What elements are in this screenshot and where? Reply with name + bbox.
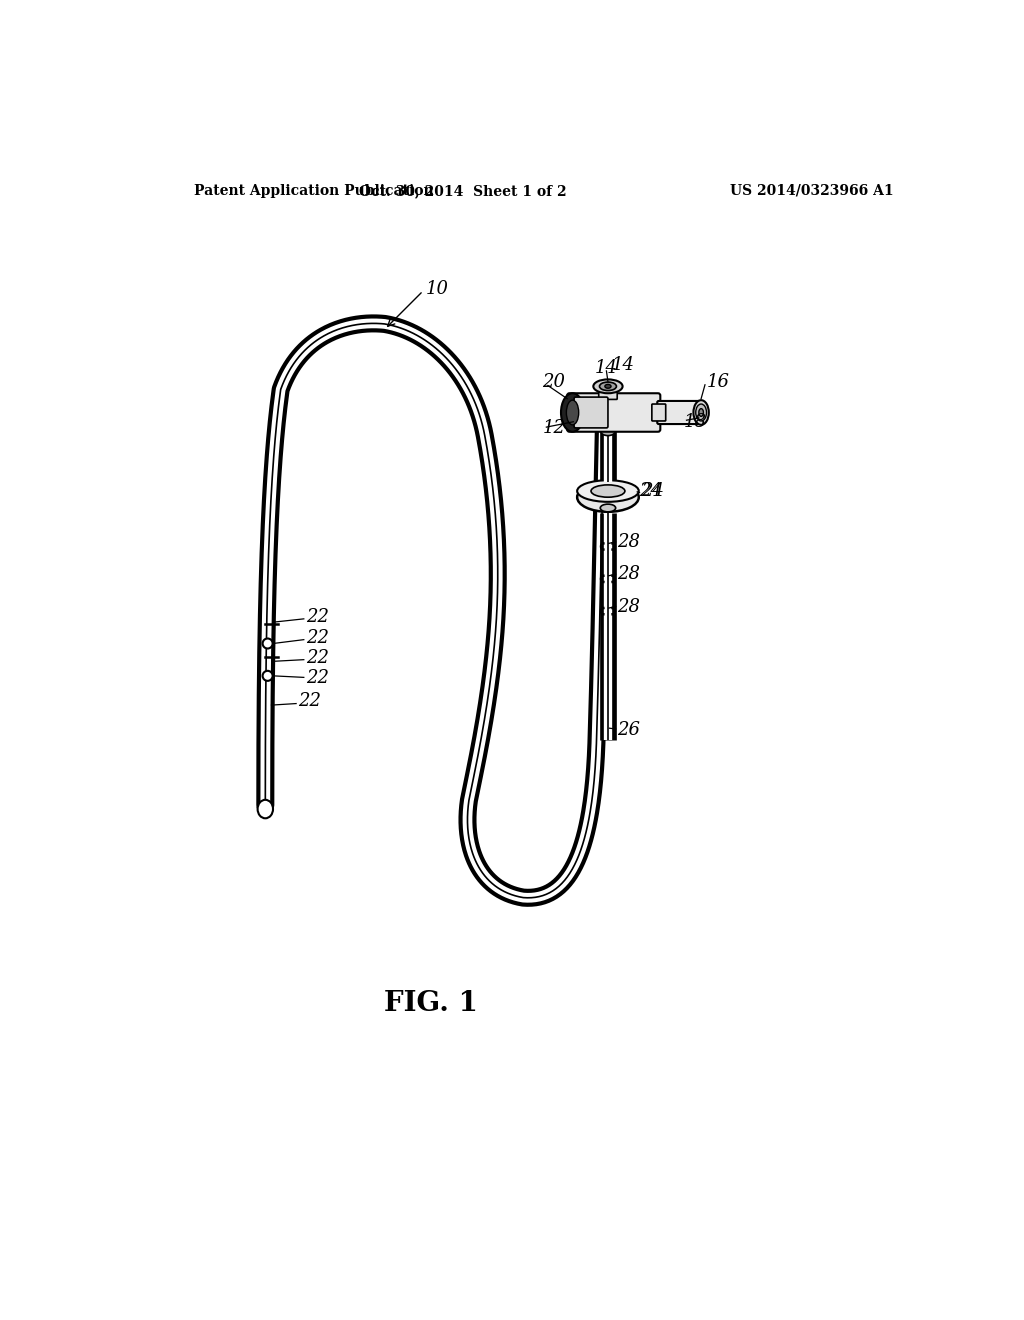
Text: Patent Application Publication: Patent Application Publication bbox=[194, 183, 433, 198]
Text: 18: 18 bbox=[683, 413, 707, 430]
Text: 22: 22 bbox=[306, 609, 329, 626]
Text: US 2014/0323966 A1: US 2014/0323966 A1 bbox=[730, 183, 893, 198]
Ellipse shape bbox=[600, 504, 615, 512]
FancyBboxPatch shape bbox=[652, 404, 666, 421]
Text: 10: 10 bbox=[425, 280, 449, 298]
Ellipse shape bbox=[605, 384, 611, 388]
Text: 22: 22 bbox=[306, 630, 329, 647]
Ellipse shape bbox=[591, 484, 625, 498]
Ellipse shape bbox=[698, 409, 703, 416]
Text: FIG. 1: FIG. 1 bbox=[384, 990, 478, 1018]
Text: Oct. 30, 2014  Sheet 1 of 2: Oct. 30, 2014 Sheet 1 of 2 bbox=[359, 183, 567, 198]
Ellipse shape bbox=[578, 480, 639, 502]
Text: 22: 22 bbox=[306, 649, 329, 667]
Text: 24: 24 bbox=[641, 482, 665, 500]
Ellipse shape bbox=[693, 400, 709, 425]
Text: 16: 16 bbox=[707, 372, 729, 391]
Text: 28: 28 bbox=[617, 533, 640, 550]
Text: 14: 14 bbox=[595, 359, 617, 376]
Ellipse shape bbox=[593, 379, 623, 393]
Text: 14: 14 bbox=[611, 356, 635, 374]
FancyBboxPatch shape bbox=[657, 401, 700, 424]
FancyBboxPatch shape bbox=[574, 397, 608, 428]
FancyBboxPatch shape bbox=[567, 393, 660, 432]
Ellipse shape bbox=[262, 671, 272, 681]
Text: 20: 20 bbox=[543, 372, 565, 391]
Text: 22: 22 bbox=[298, 692, 322, 710]
Ellipse shape bbox=[695, 404, 707, 421]
Ellipse shape bbox=[258, 800, 273, 818]
Text: 12: 12 bbox=[543, 418, 565, 437]
Ellipse shape bbox=[599, 381, 616, 391]
Ellipse shape bbox=[601, 428, 614, 436]
Ellipse shape bbox=[578, 483, 639, 512]
Ellipse shape bbox=[262, 639, 272, 648]
Text: 22: 22 bbox=[306, 669, 329, 688]
Ellipse shape bbox=[561, 393, 584, 432]
Text: 24: 24 bbox=[639, 482, 662, 500]
FancyBboxPatch shape bbox=[599, 388, 617, 400]
Ellipse shape bbox=[566, 400, 579, 425]
Text: 28: 28 bbox=[617, 598, 640, 615]
Text: 28: 28 bbox=[617, 565, 640, 583]
Text: 26: 26 bbox=[617, 721, 640, 739]
